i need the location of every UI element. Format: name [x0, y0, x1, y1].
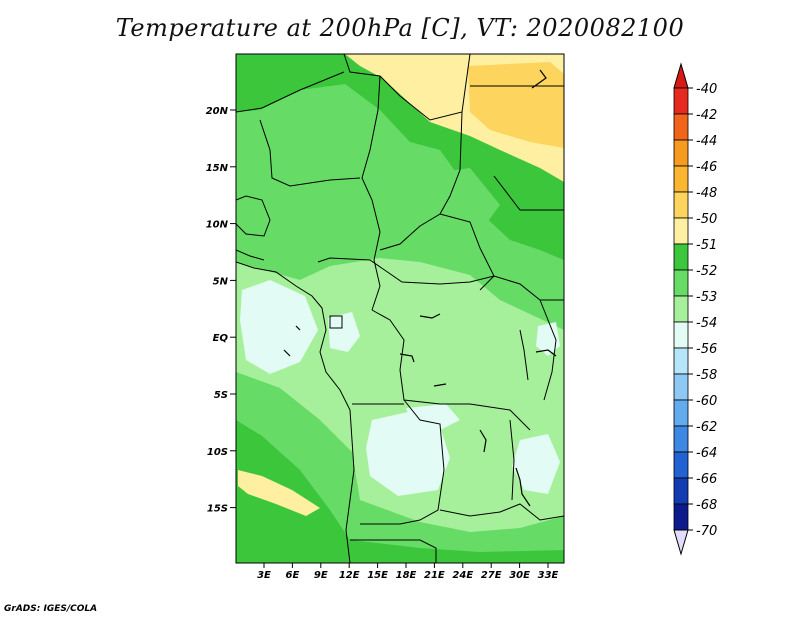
- longitude-axis: 3E 6E 9E 12E 15E 18E 21E 24E 27E 30E 33E: [257, 563, 559, 581]
- legend-label: -60: [696, 394, 717, 409]
- legend-label: -58: [696, 368, 717, 383]
- lat-tick-label: 10S: [207, 447, 228, 458]
- lon-tick-label: 6E: [286, 570, 300, 581]
- legend-swatch: [673, 295, 689, 323]
- legend-swatch: [673, 347, 689, 375]
- lat-tick-label: 15S: [207, 504, 228, 515]
- legend-label: -44: [696, 134, 717, 149]
- lon-tick-label: 15E: [367, 570, 388, 581]
- legend-swatch: [673, 165, 689, 193]
- latitude-axis: 20N 15N 10N 5N EQ 5S 10S 15S: [206, 106, 236, 515]
- legend-swatch: [673, 451, 689, 479]
- legend-swatch: [673, 191, 689, 219]
- legend-bottom-arrow: [673, 529, 689, 556]
- legend-label: -56: [696, 342, 717, 357]
- legend-swatch: [673, 399, 689, 427]
- lat-tick-label: 15N: [206, 163, 229, 174]
- legend-label: -50: [696, 212, 717, 227]
- legend-label: -42: [696, 108, 717, 123]
- lon-tick-label: 9E: [314, 570, 328, 581]
- legend-swatch: [673, 269, 689, 297]
- legend-swatch: [673, 113, 689, 141]
- legend-swatch: [673, 243, 689, 271]
- legend-top-arrow: [673, 62, 689, 89]
- lon-tick-label: 30E: [509, 570, 530, 581]
- legend-swatch: [673, 425, 689, 453]
- lon-tick-label: 27E: [481, 570, 502, 581]
- legend-label: -54: [696, 316, 717, 331]
- lat-tick-label: 20N: [206, 106, 229, 117]
- legend-label: -46: [696, 160, 717, 175]
- lat-tick-label: 10N: [206, 220, 229, 231]
- legend-label: -48: [696, 186, 717, 201]
- legend-swatch: [673, 217, 689, 245]
- lon-tick-label: 24E: [452, 570, 473, 581]
- legend-label: -51: [696, 238, 717, 253]
- legend-label: -64: [696, 446, 717, 461]
- legend-label: -68: [696, 498, 717, 513]
- legend-swatch: [673, 139, 689, 167]
- legend-swatch: [673, 477, 689, 505]
- legend-label: -40: [696, 82, 717, 97]
- lat-tick-label: 5S: [214, 390, 228, 401]
- grads-credit: GrADS: IGES/COLA: [4, 604, 98, 614]
- lon-tick-label: 33E: [538, 570, 559, 581]
- map-field: [236, 54, 564, 563]
- lon-tick-label: 18E: [396, 570, 417, 581]
- legend-label: -66: [696, 472, 717, 487]
- legend-swatch: [673, 503, 689, 531]
- lat-tick-label: EQ: [213, 333, 229, 344]
- legend-label: -62: [696, 420, 717, 435]
- map-title: Temperature at 200hPa [C], VT: 202008210…: [115, 14, 685, 42]
- legend-label: -53: [696, 290, 717, 305]
- lon-tick-label: 12E: [339, 570, 360, 581]
- legend-swatch: [673, 321, 689, 349]
- lat-tick-label: 5N: [213, 276, 229, 287]
- legend-label: -70: [696, 524, 717, 539]
- lon-tick-label: 3E: [257, 570, 271, 581]
- legend-swatch: [673, 373, 689, 401]
- lon-tick-label: 21E: [424, 570, 445, 581]
- legend-label: -52: [696, 264, 717, 279]
- color-legend: -40 -42 -44 -46 -48 -50 -51 -52 -53 -54 -56 -58 -60 -…: [673, 62, 717, 556]
- legend-swatch: [673, 87, 689, 115]
